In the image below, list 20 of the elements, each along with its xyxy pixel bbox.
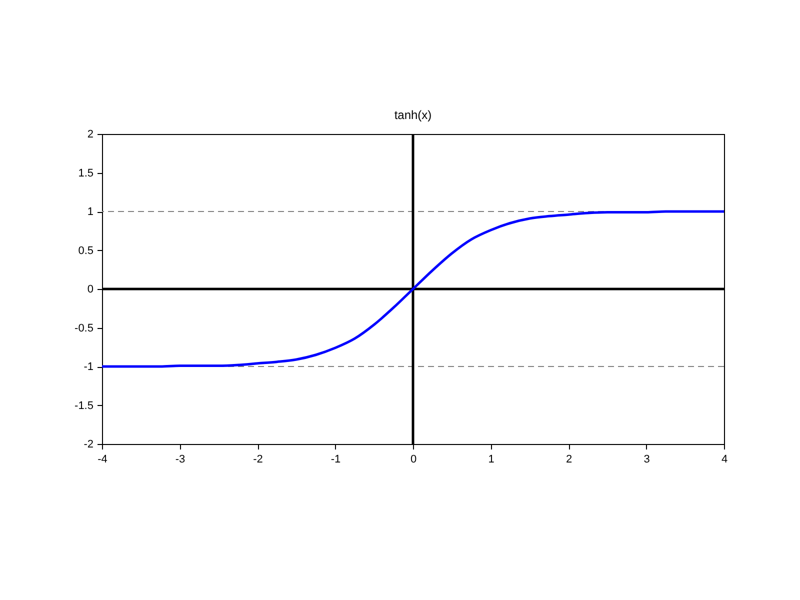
y-tick-label: 0.5: [78, 244, 94, 257]
y-tick-label: -0.5: [74, 322, 94, 334]
x-tick-label: 3: [644, 454, 650, 466]
x-tick-label: 4: [721, 454, 728, 466]
y-tick-label: 1.5: [78, 167, 94, 180]
x-tick-label: 1: [488, 454, 494, 466]
x-tick-label: 0: [410, 454, 417, 466]
chart-title: tanh(x): [394, 108, 432, 122]
y-tick-label: 0: [87, 284, 94, 296]
x-tick-label: -2: [253, 454, 263, 466]
y-tick-label: -1.5: [74, 400, 94, 412]
y-tick-label: 2: [87, 128, 94, 140]
y-tick-label: -2: [84, 438, 94, 450]
x-tick-label: -4: [98, 454, 108, 466]
y-tick-label: -1: [84, 361, 94, 373]
line-series: [102, 210, 724, 368]
x-tick-label: -3: [175, 454, 186, 466]
x-tick-label: -1: [330, 454, 341, 466]
x-tick-label: 2: [566, 454, 572, 466]
y-tick-label: 1: [87, 206, 94, 218]
